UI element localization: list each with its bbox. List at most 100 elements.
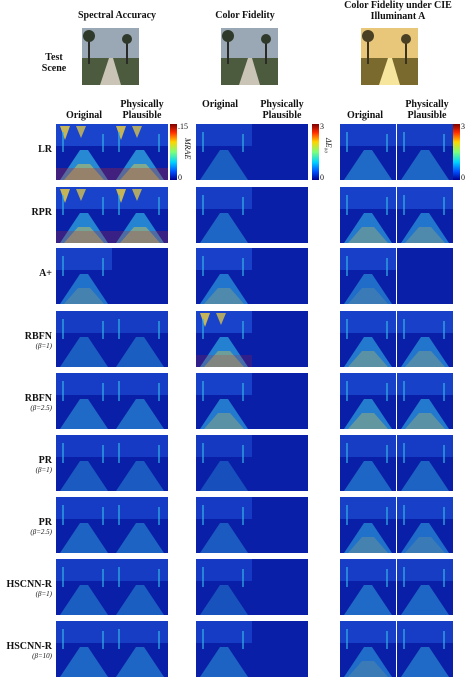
error-map-tile (56, 497, 112, 553)
mrae-colorbar-label: MRAE (183, 138, 192, 160)
error-map-tile (112, 435, 168, 491)
error-map-tile (340, 621, 396, 677)
header-color-fidelity-illuminant: Color Fidelity under CIE Illuminant A (344, 0, 452, 22)
error-map-tile (112, 497, 168, 553)
error-map-tile (56, 435, 112, 491)
error-map-tile (340, 435, 396, 491)
de-colorbar-color-min: 0 (320, 173, 324, 182)
error-map-tile (397, 248, 453, 304)
row-label-beta: (β=1) (35, 590, 52, 598)
row-label-name: RBFN (24, 331, 52, 342)
error-map-tile (112, 124, 168, 180)
error-map-tile (397, 435, 453, 491)
error-map-tile (340, 187, 396, 243)
error-map-tile (112, 559, 168, 615)
row-label-name: LR (38, 144, 52, 155)
error-map-tile (196, 559, 252, 615)
error-map-tile (340, 497, 396, 553)
error-map-tile (252, 373, 308, 429)
error-map-tile (340, 311, 396, 367)
header-spectral-accuracy: Spectral Accuracy (77, 10, 157, 21)
error-map-tile (397, 124, 453, 180)
error-map-tile (340, 373, 396, 429)
error-map-tile (397, 373, 453, 429)
row-label: RBFN (β=1) (0, 331, 52, 351)
error-map-tile (112, 187, 168, 243)
row-label: A+ (0, 268, 52, 279)
row-label: RPR (0, 207, 52, 218)
subheader-physical-spectral: Physically Plausible (120, 99, 164, 121)
error-map-tile (112, 311, 168, 367)
error-map-tile (397, 187, 453, 243)
error-map-tile (252, 559, 308, 615)
row-label-beta: (β=1) (35, 342, 52, 350)
row-label-beta: (β=1) (35, 466, 52, 474)
error-map-tile (397, 621, 453, 677)
error-map-tile (56, 559, 112, 615)
error-map-tile (252, 187, 308, 243)
error-map-tile (252, 497, 308, 553)
error-map-tile (196, 373, 252, 429)
error-map-tile (56, 311, 112, 367)
error-map-tile (56, 621, 112, 677)
row-label: PR (β=2.5) (0, 517, 52, 537)
row-label-beta: (β=10) (32, 652, 52, 660)
error-map-tile (252, 311, 308, 367)
error-map-tile (340, 248, 396, 304)
row-label: LR (0, 144, 52, 155)
mrae-colorbar-min: 0 (178, 173, 182, 182)
error-map-tile (196, 311, 252, 367)
row-label-name: PR (38, 517, 52, 528)
error-map-tile (56, 124, 112, 180)
row-label-beta: (β=2.5) (30, 528, 52, 536)
de-colorbar-color-max: 3 (320, 122, 324, 131)
test-scene-label: Test Scene (41, 52, 67, 74)
row-label-name: RPR (31, 207, 52, 218)
subheader-physical-color: Physically Plausible (260, 99, 304, 121)
test-scene-image-illuminant-a (361, 28, 418, 85)
subheader-original-spectral: Original (65, 110, 103, 121)
error-map-tile (340, 124, 396, 180)
row-label: PR (β=1) (0, 455, 52, 475)
subheader-original-color: Original (201, 99, 239, 110)
mrae-colorbar-max: .15 (178, 122, 188, 131)
row-label-name: HSCNN-R (6, 579, 52, 590)
row-label: HSCNN-R (β=1) (0, 579, 52, 599)
subheader-original-illuminant: Original (346, 110, 384, 121)
de-colorbar-color (312, 124, 319, 180)
error-map-tile (196, 497, 252, 553)
row-label: RBFN (β=2.5) (0, 393, 52, 413)
error-map-tile (196, 124, 252, 180)
row-label-name: HSCNN-R (6, 641, 52, 652)
de-colorbar-illuminant (453, 124, 460, 180)
header-color-fidelity: Color Fidelity (215, 10, 275, 21)
error-map-tile (397, 311, 453, 367)
subheader-physical-illuminant: Physically Plausible (405, 99, 449, 121)
error-map-tile (56, 248, 112, 304)
error-map-tile (56, 187, 112, 243)
row-label-name: PR (38, 455, 52, 466)
de-colorbar-illuminant-min: 0 (461, 173, 465, 182)
test-scene-image-spectral (82, 28, 139, 85)
error-map-tile (112, 373, 168, 429)
row-label-name: RBFN (24, 393, 52, 404)
error-map-tile (56, 373, 112, 429)
error-map-tile (112, 248, 168, 304)
error-map-tile (252, 124, 308, 180)
error-map-tile (340, 559, 396, 615)
row-label: HSCNN-R (β=10) (0, 641, 52, 661)
error-map-tile (112, 621, 168, 677)
mrae-colorbar (170, 124, 177, 180)
error-map-tile (252, 435, 308, 491)
error-map-tile (196, 621, 252, 677)
error-map-tile (252, 248, 308, 304)
error-map-tile (196, 248, 252, 304)
de-colorbar-illuminant-max: 3 (461, 122, 465, 131)
error-map-tile (252, 621, 308, 677)
row-label-name: A+ (39, 268, 52, 279)
de-colorbar-color-label: ΔE₀₀ (324, 138, 333, 154)
error-map-tile (196, 435, 252, 491)
row-label-beta: (β=2.5) (30, 404, 52, 412)
error-map-tile (196, 187, 252, 243)
error-map-tile (397, 497, 453, 553)
